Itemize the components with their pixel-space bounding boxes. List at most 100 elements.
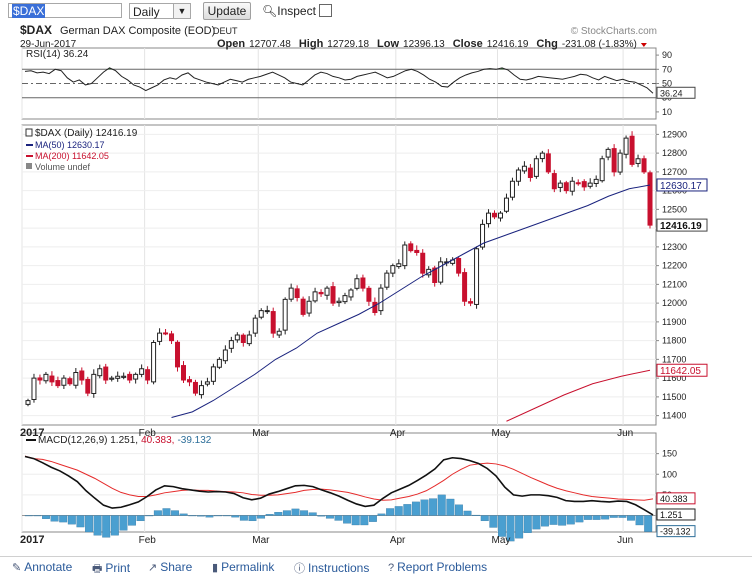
macd-xtick-apr: Apr [390, 535, 406, 546]
candle-body [515, 169, 521, 182]
candle-body [121, 375, 127, 378]
inspect-toggle[interactable]: 🔍︎Inspect [262, 4, 332, 19]
candle-body [240, 334, 246, 343]
share-link[interactable]: ↗ Share [148, 560, 192, 574]
price-xtick-may: May [491, 428, 510, 439]
price-ytick-12100: 12100 [662, 279, 687, 289]
candle-body [67, 378, 73, 385]
macd-histogram-bar [110, 515, 119, 536]
macd-histogram-bar [549, 515, 558, 525]
inspect-label: Inspect [277, 4, 316, 18]
macd-histogram-bar [265, 514, 274, 516]
macd-histogram-bar [601, 515, 610, 520]
macd-histogram-bar [196, 515, 205, 517]
candle-body [557, 182, 563, 188]
ohlc-close-value: 12416.19 [487, 39, 529, 50]
permalink-link[interactable]: ▮ Permalink [212, 560, 274, 574]
macd-histogram-bar [325, 515, 334, 519]
inspect-checkbox[interactable] [318, 4, 332, 17]
ma200-line [506, 369, 651, 422]
candle-body [414, 249, 420, 253]
candle-body [234, 334, 240, 341]
candle-body [288, 287, 294, 300]
price-ytick-12500: 12500 [662, 204, 687, 214]
period-select[interactable]: Daily ▼ [129, 3, 191, 19]
price-ytick-12200: 12200 [662, 261, 687, 271]
update-button[interactable]: Update [203, 2, 251, 20]
macd-histogram-bar [119, 515, 128, 531]
ohlc-chg-value: -231.08 (-1.83%) [562, 39, 637, 50]
macd-xtick-may: May [491, 535, 510, 546]
macd-histogram-bar [644, 515, 653, 532]
candle-body [163, 332, 169, 335]
candle-body [497, 212, 503, 219]
rsi-ytick-50: 50 [662, 79, 672, 89]
macd-histogram-bar [67, 515, 76, 525]
macd-histogram-bar [136, 515, 145, 522]
ohlc-open-label: Open [217, 38, 245, 50]
macd-histogram-bar [231, 515, 240, 518]
candle-body [127, 373, 133, 381]
macd-histogram-bar [429, 498, 438, 516]
help-icon: ? [388, 562, 395, 574]
candle-body [252, 317, 258, 334]
candle-body [605, 148, 611, 158]
candle-body [492, 212, 498, 218]
symbol-input-value: $DAX [12, 4, 46, 18]
candle-body [330, 286, 336, 304]
macd-histogram-bar [257, 515, 266, 519]
candle-body [216, 358, 222, 368]
candle-body [462, 272, 468, 302]
macd-histogram-bar [558, 515, 567, 526]
chevron-down-icon[interactable]: ▼ [173, 4, 190, 18]
header-name: German DAX Composite (EOD) [60, 25, 215, 37]
ma50-last-value: 12630.17 [660, 181, 702, 192]
price-panel [21, 124, 657, 426]
rsi-ytick-70: 70 [662, 64, 672, 74]
annotate-link[interactable]: ✎ Annotate [12, 560, 72, 574]
candle-body [587, 182, 593, 187]
macd-histogram-bar [179, 513, 188, 516]
macd-histogram-bar [343, 515, 352, 524]
candle-body [372, 301, 378, 313]
macd-last-value-box [656, 508, 696, 521]
macd-histogram-bar [59, 515, 68, 523]
symbol-input[interactable]: $DAX [8, 3, 122, 18]
candle-body [55, 380, 61, 387]
macd-histogram-bar [42, 515, 50, 519]
macd-histogram-bar [506, 515, 515, 542]
instructions-link[interactable]: ⓘ Instructions [294, 560, 369, 576]
macd-histogram-bar [437, 494, 446, 516]
price-ytick-11900: 11900 [662, 317, 686, 327]
macd-histogram-bar [360, 515, 369, 526]
macd-xtick-2017: 2017 [20, 534, 44, 546]
candle-body [294, 288, 300, 298]
macd-histogram-bar [463, 510, 472, 516]
macd-histogram-bar [85, 515, 93, 533]
macd-histogram-bar [411, 501, 420, 516]
macd-histogram-bar [308, 512, 317, 516]
macd-histogram-bar [394, 506, 403, 516]
price-ytick-12800: 12800 [662, 148, 687, 158]
report-problems-link[interactable]: ? Report Problems [388, 560, 487, 574]
macd-histogram-bar [334, 515, 343, 521]
candle-body [222, 349, 228, 362]
candle-body [599, 158, 605, 182]
candle-body [533, 158, 539, 177]
ohlc-chg-label: Chg [536, 38, 557, 50]
candle-body [629, 135, 635, 165]
candle-body [623, 137, 629, 155]
macd-hist-last-value-box [656, 525, 696, 538]
legend-candle-icon [25, 128, 33, 137]
price-ytick-11700: 11700 [662, 354, 686, 364]
candle-body [575, 182, 581, 185]
print-link[interactable]: 🖶 Print [92, 560, 130, 579]
legend-ma200: MA(200) 11642.05 [35, 151, 109, 161]
magnifier-icon: 🔍︎ [262, 4, 278, 18]
macd-histogram-bar [205, 515, 214, 518]
info-icon: ⓘ [294, 563, 305, 575]
macd-histogram-bar [76, 515, 85, 528]
macd-ytick-150: 150 [662, 449, 677, 459]
